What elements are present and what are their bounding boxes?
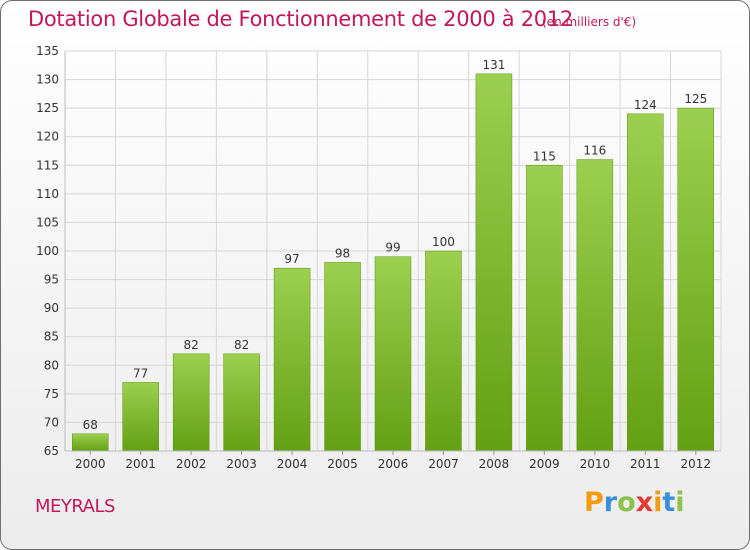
bar: [122, 382, 159, 452]
value-label: 68: [83, 418, 98, 432]
value-label: 124: [634, 98, 657, 112]
bar: [273, 267, 311, 452]
logo-letter: P: [584, 487, 604, 518]
x-tick-label: 2004: [277, 457, 308, 471]
x-tick-label: 2009: [529, 457, 560, 471]
bar: [576, 159, 614, 452]
x-tick-label: 2001: [125, 457, 156, 471]
y-tick-label: 130: [36, 73, 59, 87]
logo-letter: r: [603, 487, 618, 518]
axis-layer: 65 70 75 80 85 90 95 100 105 110 115 120 125 130 135 20…: [36, 44, 721, 471]
y-tick-label: 95: [44, 273, 59, 287]
y-tick-label: 120: [36, 130, 59, 144]
x-tick-label: 2012: [680, 457, 711, 471]
bar: [374, 256, 412, 452]
value-label: 99: [385, 241, 400, 255]
y-tick-label: 90: [44, 301, 59, 315]
value-label: 98: [335, 246, 350, 260]
value-label: 97: [284, 252, 299, 266]
bar: [475, 73, 513, 452]
bar: [71, 433, 109, 452]
bar: [526, 165, 563, 452]
value-label: 82: [234, 338, 249, 352]
y-tick-label: 115: [36, 158, 59, 172]
value-label: 125: [684, 92, 707, 106]
x-tick-label: 2007: [428, 457, 459, 471]
x-tick-label: 2010: [580, 457, 611, 471]
value-label: 82: [184, 338, 199, 352]
commune-name: MEYRALS: [35, 496, 115, 517]
y-tick-label: 85: [44, 330, 59, 344]
bar: [324, 262, 361, 452]
bar: [172, 353, 210, 452]
y-tick-label: 80: [44, 358, 59, 372]
x-tick-label: 2006: [378, 457, 409, 471]
label-layer: 68 77 82 82 97 98 99 100 131 115 116 124 125: [83, 58, 708, 432]
value-label: 131: [482, 58, 505, 72]
value-label: 116: [583, 144, 606, 158]
y-tick-label: 75: [44, 387, 59, 401]
chart-title: Dotation Globale de Fonctionnement de 20…: [28, 7, 573, 31]
x-tick-label: 2000: [75, 457, 106, 471]
logo-letter: x: [635, 487, 654, 518]
logo-letter: o: [617, 487, 636, 518]
y-tick-label: 110: [36, 187, 59, 201]
x-tick-label: 2008: [479, 457, 510, 471]
x-tick-label: 2002: [176, 457, 207, 471]
logo-letter: t: [662, 487, 676, 518]
value-label: 77: [133, 366, 148, 380]
y-tick-label: 105: [36, 215, 59, 229]
chart-subtitle: (en milliers d'€): [542, 15, 637, 29]
logo-letter: i: [653, 487, 663, 518]
y-tick-label: 65: [44, 444, 59, 458]
bar: [425, 250, 462, 452]
value-label: 115: [533, 149, 556, 163]
bar: [223, 353, 260, 452]
proxiti-logo: Proxiti: [584, 487, 685, 518]
value-label: 100: [432, 235, 455, 249]
bar: [677, 107, 715, 452]
y-tick-label: 70: [44, 415, 59, 429]
x-tick-label: 2005: [327, 457, 358, 471]
x-tick-label: 2003: [226, 457, 257, 471]
y-tick-label: 125: [36, 101, 59, 115]
logo-letter: i: [675, 487, 685, 518]
y-tick-label: 135: [36, 44, 59, 58]
x-tick-label: 2011: [630, 457, 661, 471]
bar-layer: [71, 73, 715, 452]
bar: [627, 113, 664, 452]
y-tick-label: 100: [36, 244, 59, 258]
